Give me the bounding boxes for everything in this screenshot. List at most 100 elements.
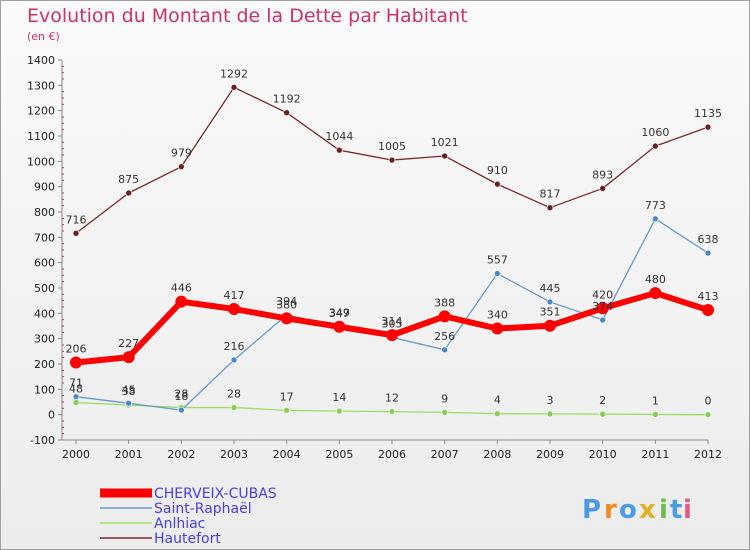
data-point: [704, 249, 712, 257]
logo-letter: i: [659, 495, 668, 525]
data-label: 388: [434, 296, 455, 309]
data-label: 0: [705, 395, 712, 408]
y-tick-label: -100: [30, 434, 55, 447]
logo-letter: P: [582, 495, 601, 525]
chart-subtitle: (en €): [27, 30, 60, 43]
data-point: [122, 351, 135, 364]
data-label: 817: [540, 188, 561, 201]
x-tick-label: 2010: [589, 448, 617, 461]
y-tick-label: 100: [34, 383, 55, 396]
data-point: [280, 312, 293, 325]
data-label: 557: [487, 254, 508, 267]
data-point: [544, 319, 556, 332]
data-label: 216: [224, 340, 245, 353]
data-label: 413: [698, 290, 719, 303]
data-point: [546, 298, 554, 306]
data-label: 374: [592, 300, 613, 313]
x-tick-label: 2001: [115, 448, 143, 461]
data-label: 875: [118, 173, 139, 186]
data-label: 380: [276, 298, 297, 311]
legend-label: CHERVEIX-CUBAS: [154, 486, 277, 502]
data-point: [652, 411, 659, 418]
data-point: [704, 123, 712, 131]
y-tick-label: 200: [34, 358, 55, 371]
data-point: [386, 329, 398, 342]
data-point: [546, 410, 554, 418]
data-label: 910: [487, 164, 508, 177]
x-tick-label: 2006: [378, 448, 406, 461]
data-label: 38: [122, 385, 136, 398]
data-point: [175, 295, 188, 308]
y-tick-label: 0: [48, 409, 55, 422]
data-label: 979: [171, 147, 192, 160]
logo-letter: o: [619, 495, 637, 525]
data-point: [491, 322, 504, 335]
data-point: [702, 304, 714, 317]
data-point: [652, 142, 659, 150]
x-tick-label: 2008: [483, 448, 511, 461]
y-tick-label: 1200: [27, 105, 55, 118]
chart-title: Evolution du Montant de la Dette par Hab…: [27, 5, 468, 27]
data-label: 314: [382, 315, 403, 328]
data-point: [70, 356, 82, 369]
data-label: 1: [652, 394, 659, 407]
logo-letter: x: [639, 495, 656, 525]
data-point: [599, 410, 606, 418]
data-label: 1060: [641, 126, 669, 139]
data-point: [72, 393, 80, 400]
data-point: [336, 146, 343, 154]
data-point: [333, 320, 346, 333]
data-point: [441, 346, 448, 354]
data-label: 480: [645, 273, 666, 286]
data-point: [230, 404, 238, 411]
data-label: 48: [69, 383, 83, 396]
data-label: 446: [171, 282, 192, 295]
data-point: [388, 156, 396, 164]
data-point: [546, 204, 554, 211]
data-point: [336, 407, 343, 415]
data-label: 351: [540, 306, 561, 319]
data-label: 347: [329, 307, 350, 320]
y-tick-label: 1300: [27, 79, 55, 92]
y-tick-label: 500: [34, 282, 55, 295]
data-label: 420: [592, 288, 613, 301]
data-label: 417: [224, 289, 245, 302]
data-point: [494, 410, 501, 417]
data-point: [599, 316, 606, 324]
data-label: 9: [441, 392, 448, 405]
data-point: [72, 399, 80, 406]
data-label: 45: [122, 383, 136, 396]
data-point: [704, 411, 712, 418]
data-label: 18: [174, 390, 188, 403]
x-tick-label: 2009: [536, 448, 564, 461]
data-point: [438, 310, 451, 323]
data-label: 1005: [378, 140, 406, 153]
y-tick-label: 1000: [27, 155, 55, 168]
data-point: [178, 406, 185, 414]
x-tick-label: 2011: [641, 448, 669, 461]
legend-label: Anlhiac: [154, 516, 205, 532]
data-point: [178, 163, 185, 170]
data-label: 17: [280, 390, 294, 403]
x-tick-label: 2004: [273, 448, 301, 461]
legend-label: Saint-Raphaël: [154, 501, 252, 517]
data-label: 1192: [273, 93, 301, 106]
x-tick-label: 2000: [62, 448, 90, 461]
data-point: [125, 189, 132, 197]
data-label: 71: [69, 377, 83, 390]
y-tick-label: 800: [34, 206, 55, 219]
data-point: [228, 303, 240, 316]
data-point: [441, 152, 448, 160]
data-point: [230, 356, 238, 364]
y-tick-label: 1100: [27, 130, 55, 143]
data-point: [125, 399, 132, 407]
data-label: 716: [66, 213, 87, 226]
data-point: [596, 302, 609, 315]
data-label: 1021: [431, 136, 459, 149]
y-tick-label: 900: [34, 181, 55, 194]
data-label: 28: [227, 388, 241, 401]
data-label: 206: [66, 342, 87, 355]
logo-letter: r: [604, 495, 617, 525]
